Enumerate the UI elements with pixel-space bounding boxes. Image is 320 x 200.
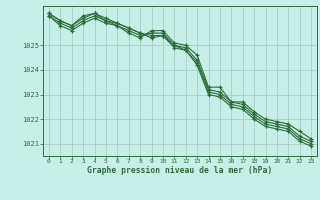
X-axis label: Graphe pression niveau de la mer (hPa): Graphe pression niveau de la mer (hPa) — [87, 166, 273, 175]
